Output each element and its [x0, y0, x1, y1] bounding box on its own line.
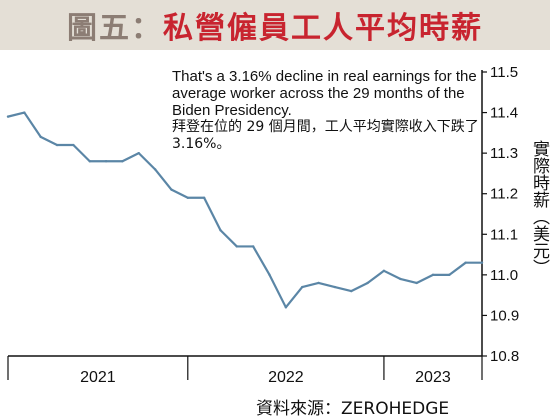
data-point	[202, 196, 206, 199]
annotation: That's a 3.16% decline in real earnings …	[172, 68, 492, 153]
x-year-label: 2023	[415, 369, 451, 386]
data-point	[88, 160, 91, 163]
y-tick-label: 10.8	[490, 348, 519, 365]
title-main: 私營僱員工人平均時薪	[163, 11, 483, 46]
chart-axes	[8, 70, 483, 357]
data-point	[268, 273, 271, 277]
y-tick-label: 10.9	[490, 307, 519, 324]
y-tick-label: 11.5	[490, 64, 518, 81]
y-tick-label: 11.1	[490, 226, 518, 243]
data-point	[366, 281, 369, 285]
data-point	[39, 135, 42, 139]
x-year-label: 2021	[80, 369, 116, 386]
annotation-chinese: 拜登在位的 29 個月間，工人平均實際收入下跌了 3.16%。	[172, 119, 479, 152]
data-point	[350, 289, 353, 293]
data-point	[6, 115, 10, 118]
data-point	[186, 196, 189, 199]
data-point	[284, 306, 288, 309]
y-tick-label: 11.0	[490, 267, 518, 284]
annotation-english: That's a 3.16% decline in real earnings …	[172, 68, 477, 119]
data-point	[121, 160, 124, 163]
data-point	[382, 269, 386, 272]
data-point	[72, 143, 75, 147]
data-point	[399, 277, 402, 281]
chart-title: 圖五：私營僱員工人平均時薪	[67, 3, 483, 47]
data-point	[235, 245, 239, 248]
y-axis-ticks: 11.5 11.4 11.3 11.2 11.1 11.0 10.9 10.8	[482, 64, 519, 365]
data-point	[431, 273, 435, 277]
data-point	[480, 261, 484, 264]
data-point	[464, 261, 467, 264]
y-tick-label: 11.2	[490, 186, 518, 203]
data-point	[170, 188, 173, 191]
source-credit: 資料來源：ZEROHEDGE	[256, 399, 450, 419]
data-point	[219, 229, 222, 232]
data-point	[55, 143, 59, 147]
data-point	[301, 285, 304, 289]
data-point	[153, 168, 157, 171]
x-axis-ticks: 2021 2022 2023	[7, 356, 483, 386]
y-tick-label: 11.3	[490, 145, 518, 162]
data-point	[251, 245, 255, 248]
x-year-label: 2022	[268, 369, 304, 386]
data-point	[23, 111, 26, 114]
series-line	[7, 111, 482, 309]
data-point	[317, 281, 320, 285]
data-point	[333, 285, 337, 289]
y-tick-label: 11.4	[490, 105, 518, 122]
data-point	[448, 273, 451, 277]
data-point	[104, 160, 108, 163]
title-prefix: 圖五：	[67, 11, 163, 46]
y-axis-label: 實際時薪（美元）	[529, 140, 549, 276]
data-point	[137, 151, 140, 155]
data-point	[415, 281, 418, 285]
title-bar: 圖五：私營僱員工人平均時薪	[0, 0, 550, 50]
series-group	[6, 111, 484, 309]
